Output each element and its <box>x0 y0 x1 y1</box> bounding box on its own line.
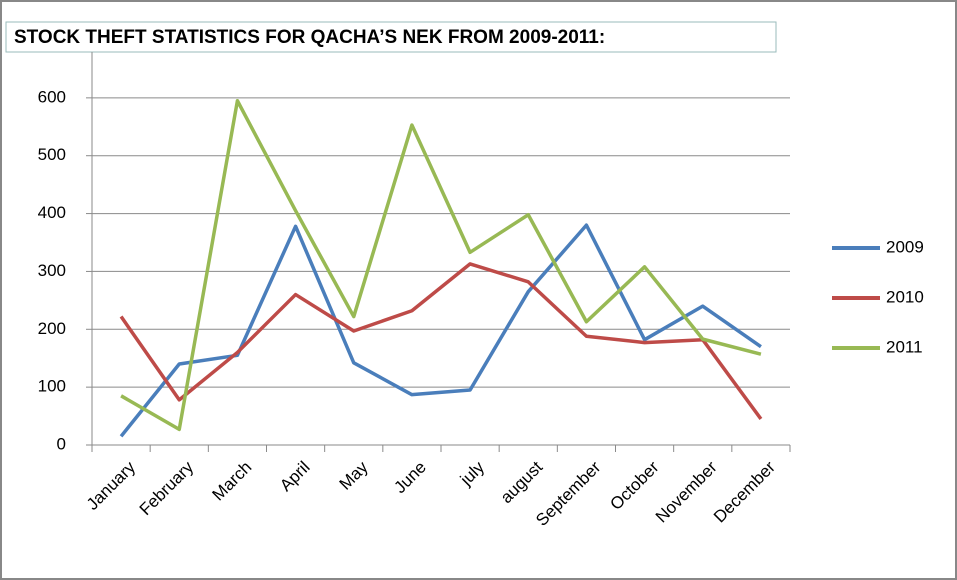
legend-label: 2010 <box>886 287 924 306</box>
y-tick-label: 0 <box>57 434 66 453</box>
chart-title: STOCK THEFT STATISTICS FOR QACHA’S NEK F… <box>14 27 605 48</box>
y-tick-label: 200 <box>38 319 66 338</box>
y-tick-label: 400 <box>38 203 66 222</box>
legend-label: 2011 <box>886 337 923 356</box>
y-tick-label: 100 <box>38 377 66 396</box>
line-series <box>119 262 763 420</box>
legend-label: 2009 <box>886 237 924 256</box>
line-series <box>120 99 762 432</box>
title-box <box>5 21 777 53</box>
line-series <box>119 223 762 438</box>
y-tick-label: 500 <box>38 145 66 164</box>
y-tick-label: 600 <box>38 87 66 106</box>
y-tick-label: 300 <box>38 261 66 280</box>
